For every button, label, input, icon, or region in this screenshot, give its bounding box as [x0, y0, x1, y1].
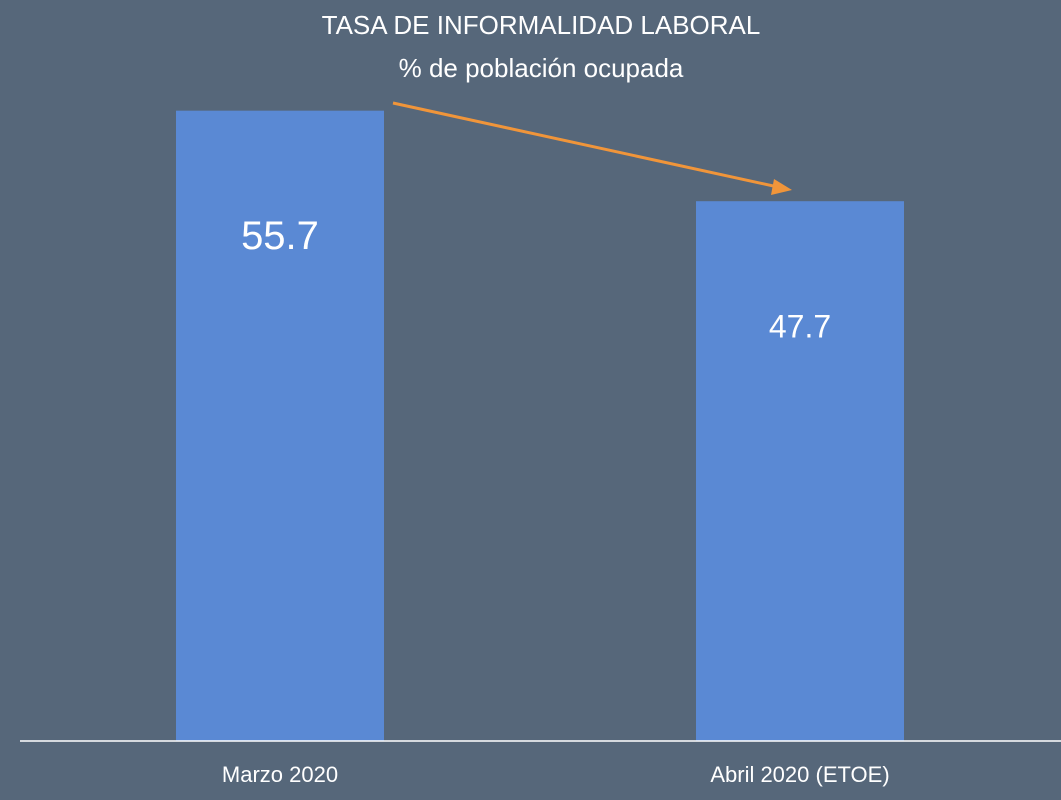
- plot: 55.7 47.7: [176, 110, 904, 741]
- chart-subtitle: % de población ocupada: [399, 53, 684, 83]
- bar: [696, 201, 904, 741]
- x-tick-label: Marzo 2020: [222, 762, 338, 787]
- arrow-head: [771, 179, 792, 195]
- arrow-line: [392, 101, 779, 189]
- arrow: [392, 101, 792, 195]
- value-label: 47.7: [769, 309, 831, 345]
- bar: [176, 110, 384, 741]
- chart-title: TASA DE INFORMALIDAD LABORAL: [322, 10, 761, 40]
- value-label: 55.7: [241, 214, 319, 258]
- x-tick-label: Abril 2020 (ETOE): [710, 762, 889, 787]
